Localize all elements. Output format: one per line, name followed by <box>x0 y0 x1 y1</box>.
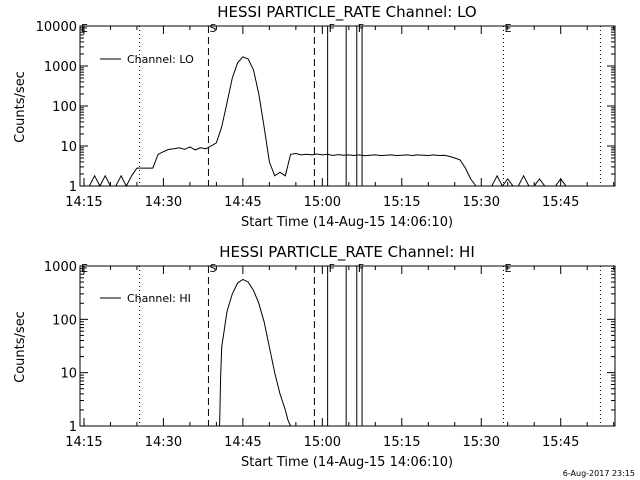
y-tick-label: 1000 <box>44 260 77 275</box>
data-series-line <box>80 56 615 188</box>
event-flag-label: S <box>209 22 216 35</box>
plot-frame <box>79 265 616 427</box>
legend: Channel: LO <box>100 53 194 66</box>
y-tick-label: 1 <box>69 180 77 195</box>
event-flag-label: E <box>81 262 88 275</box>
x-tick-label: 15:45 <box>542 435 579 450</box>
y-tick-label: 10000 <box>36 20 77 35</box>
chart-title: HESSI PARTICLE_RATE Channel: HI <box>219 243 475 262</box>
y-tick-label: 100 <box>52 313 77 328</box>
x-tick-label: 15:00 <box>304 195 341 210</box>
plot-frame <box>79 25 616 187</box>
y-tick-label: 100 <box>52 100 77 115</box>
x-axis-label: Start Time (14-Aug-15 14:06:10) <box>241 455 453 470</box>
event-flag-label: F <box>329 22 335 35</box>
event-flag-label: F <box>358 262 364 275</box>
footer-timestamp: 6-Aug-2017 23:15 <box>563 469 635 478</box>
legend: Channel: HI <box>100 292 191 305</box>
x-tick-label: 15:15 <box>383 195 420 210</box>
y-axis-label: Counts/sec <box>13 311 28 383</box>
event-flag-label: F <box>329 262 335 275</box>
x-tick-label: 15:30 <box>463 435 500 450</box>
x-tick-label: 15:00 <box>304 435 341 450</box>
x-tick-label: 15:30 <box>463 195 500 210</box>
x-tick-label: 14:30 <box>145 435 182 450</box>
x-tick-label: 14:15 <box>65 195 102 210</box>
event-flag-label: E <box>81 22 88 35</box>
x-tick-label: 14:45 <box>224 195 261 210</box>
y-tick-label: 10 <box>60 140 77 155</box>
x-tick-label: 14:15 <box>65 435 102 450</box>
event-flag-label: E <box>504 262 511 275</box>
legend-label: Channel: LO <box>127 53 194 66</box>
x-tick-label: 15:15 <box>383 435 420 450</box>
y-axis-label: Counts/sec <box>13 71 28 143</box>
event-flag-label: E <box>504 22 511 35</box>
y-tick-label: 1000 <box>44 60 77 75</box>
x-tick-label: 14:45 <box>224 435 261 450</box>
x-axis-label: Start Time (14-Aug-15 14:06:10) <box>241 215 453 230</box>
panel-hi: HESSI PARTICLE_RATE Channel: HI Counts/s… <box>13 243 616 470</box>
x-tick-label: 14:30 <box>145 195 182 210</box>
legend-label: Channel: HI <box>127 292 191 305</box>
y-tick-label: 10 <box>60 367 77 382</box>
data-series-line <box>219 278 292 427</box>
panel-lo: HESSI PARTICLE_RATE Channel: LO Counts/s… <box>13 3 616 230</box>
y-tick-label: 1 <box>69 420 77 435</box>
event-flag-label: F <box>358 22 364 35</box>
chart-title: HESSI PARTICLE_RATE Channel: LO <box>217 3 476 22</box>
x-tick-label: 15:45 <box>542 195 579 210</box>
event-flag-label: S <box>209 262 216 275</box>
